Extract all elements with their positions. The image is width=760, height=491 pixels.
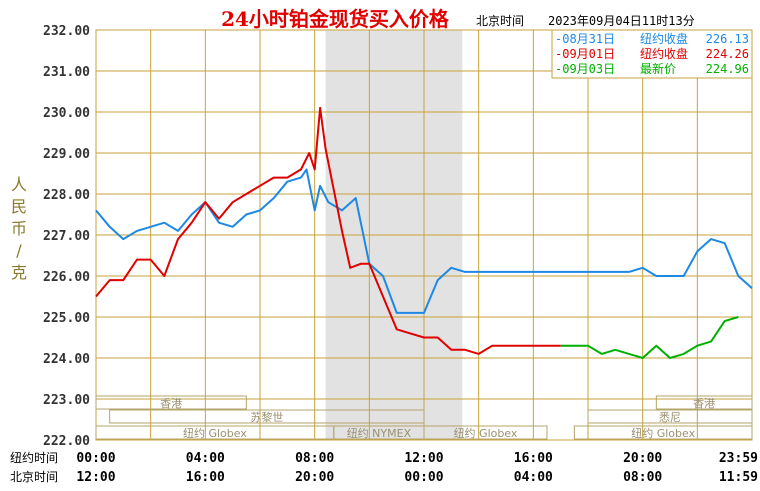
session-bar: [573, 425, 753, 440]
session-label: 香港: [160, 397, 182, 410]
grid: [96, 29, 752, 441]
x-tick-label-beijing: 08:00: [623, 470, 662, 485]
session-bar: [655, 395, 753, 410]
session-label: 纽约 NYMEX: [347, 426, 412, 440]
x-row-label-newyork: 纽约时间: [10, 450, 58, 465]
session-label: 悉尼: [659, 411, 681, 424]
price-series: [95, 106, 753, 359]
y-tick-label: 229.00: [43, 147, 90, 162]
x-tick-label-newyork: 00:00: [76, 451, 115, 466]
legend-kind: 纽约收盘: [640, 31, 688, 46]
y-tick-label: 226.00: [43, 270, 90, 285]
x-tick-label-beijing: 11:59: [719, 470, 758, 485]
y-tick-label: 224.00: [43, 352, 90, 367]
y-tick-label: 223.00: [43, 393, 90, 408]
x-tick-label-newyork: 12:00: [404, 451, 443, 466]
series-line-2: [95, 106, 561, 355]
legend-kind: 最新价: [640, 61, 676, 76]
x-tick-label-beijing: 04:00: [514, 470, 553, 485]
x-tick-label-newyork: 04:00: [186, 451, 225, 466]
legend-kind: 纽约收盘: [640, 46, 688, 61]
session-label: 香港: [693, 397, 715, 410]
session-label: 纽约 Globex: [454, 426, 518, 440]
x-tick-label-newyork: 20:00: [623, 451, 662, 466]
subtitle-location: 北京时间: [476, 14, 524, 28]
x-tick-label-newyork: 23:59: [719, 451, 758, 466]
y-ticks: 232.00 231.00 230.00 229.00 228.00 227.00 226.…: [43, 24, 90, 449]
x-tick-label-beijing: 12:00: [76, 470, 115, 485]
y-tick-label: 232.00: [43, 24, 90, 39]
y-tick-label: 225.00: [43, 311, 90, 326]
subtitle-datetime: 2023年09月04日11时13分: [548, 14, 695, 28]
session-label: 纽约 Globex: [183, 426, 247, 440]
session-bar: [587, 409, 753, 424]
y-tick-label: 222.00: [43, 434, 90, 449]
series-line-3: [560, 316, 739, 359]
session-bar: [423, 425, 548, 440]
session-label: 苏黎世: [250, 410, 283, 424]
y-tick-label: 230.00: [43, 106, 90, 121]
legend-date: -08月31日: [555, 32, 615, 46]
legend-date: -09月03日: [555, 62, 615, 76]
x-tick-label-beijing: 00:00: [404, 470, 443, 485]
legend-value: 224.96: [706, 62, 749, 76]
x-row-label-beijing: 北京时间: [10, 470, 58, 484]
x-tick-label-beijing: 16:00: [186, 470, 225, 485]
x-tick-label-newyork: 08:00: [295, 451, 334, 466]
y-axis-label: 人民币/克: [11, 175, 27, 282]
y-tick-label: 227.00: [43, 229, 90, 244]
chart-title: 24小时铂金现货买入价格: [221, 7, 450, 31]
x-tick-label-beijing: 20:00: [295, 470, 334, 485]
session-label: 纽约 Globex: [631, 426, 695, 440]
y-tick-label: 228.00: [43, 188, 90, 203]
legend: -08月31日 纽约收盘 226.13-09月01日 纽约收盘 224.26-09月03…: [551, 29, 753, 79]
legend-value: 224.26: [706, 47, 749, 61]
legend-box: [551, 29, 753, 79]
session-bar: [109, 409, 425, 424]
legend-date: -09月01日: [555, 47, 615, 61]
session-bar: [95, 395, 247, 410]
legend-value: 226.13: [706, 32, 749, 46]
y-tick-label: 231.00: [43, 65, 90, 80]
x-tick-label-newyork: 16:00: [514, 451, 553, 466]
